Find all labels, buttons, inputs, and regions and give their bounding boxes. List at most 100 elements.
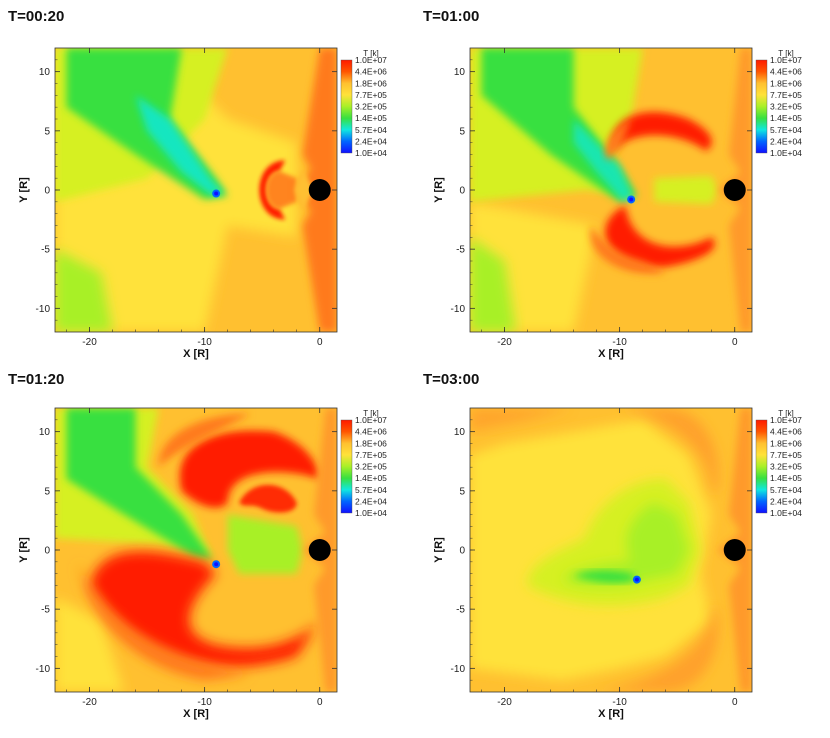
y-axis-label: Y [R]: [433, 537, 445, 563]
y-tick-label: 10: [454, 67, 466, 78]
y-tick-label: -10: [36, 664, 51, 675]
colorbar-tick-label: 1.4E+05: [355, 473, 387, 483]
planet-disk: [308, 539, 331, 561]
y-tick-label: 0: [44, 546, 50, 557]
x-tick-label: 0: [317, 337, 323, 348]
colorbar-tick-label: 5.7E+04: [355, 125, 387, 135]
moon-core: [214, 562, 219, 567]
planet-disk: [723, 539, 746, 561]
x-tick-label: -20: [82, 697, 97, 708]
temperature-region: [654, 175, 718, 205]
planet-disk: [723, 179, 746, 201]
y-tick-label: 10: [454, 427, 466, 438]
panel-1: T=00:20 -20 -10 0 -10 -5 0 5 10 X [R] Y [R] T [k] 1…: [0, 0, 415, 369]
colorbar-tick-label: 1.8E+06: [770, 438, 802, 448]
temperature-region: [604, 119, 632, 161]
heatmap-plot: -20 -10 0 -10 -5 0 5 10 X [R] Y [R] T [k]1.0E+07 4.…: [18, 47, 387, 360]
colorbar-tick-label: 2.4E+04: [770, 496, 802, 506]
temperature-region: [135, 95, 225, 195]
y-tick-label: -10: [36, 304, 51, 315]
panel-title: T=01:20: [8, 371, 65, 388]
panel-title: T=03:00: [423, 371, 480, 388]
heatmap-field: [470, 408, 752, 692]
colorbar-tick-label: 7.7E+05: [770, 90, 802, 100]
colorbar-tick-label: 7.7E+05: [770, 450, 802, 460]
colorbar-tick-label: 3.2E+05: [355, 102, 387, 112]
colorbar-tick-label: 4.4E+06: [770, 67, 802, 77]
colorbar-tick-label: 1.0E+07: [770, 415, 802, 425]
x-tick-label: -20: [497, 337, 512, 348]
temperature-region: [227, 514, 303, 574]
x-tick-label: 0: [317, 697, 323, 708]
x-tick-label: -10: [197, 337, 212, 348]
panel-2: T=01:00 -20 -10 0 -10 -5 0 5 10 X [R] Y [R] T [k] 1…: [415, 0, 830, 369]
colorbar: [340, 419, 353, 514]
temperature-region: [78, 561, 251, 681]
colorbar-tick-label: 2.4E+04: [770, 136, 802, 146]
temperature-region: [89, 551, 320, 668]
colorbar-tick-label: 3.2E+05: [355, 462, 387, 472]
colorbar-tick-label: 7.7E+05: [355, 90, 387, 100]
colorbar-tick-label: 1.8E+06: [770, 78, 802, 88]
colorbar-title: T [k]: [363, 409, 378, 418]
x-tick-label: -10: [612, 697, 627, 708]
temperature-region: [239, 484, 297, 513]
temperature-region: [55, 249, 113, 332]
panel-title: T=01:00: [423, 8, 480, 25]
temperature-region: [573, 119, 634, 202]
y-tick-label: 0: [459, 546, 465, 557]
temperature-region: [266, 171, 297, 209]
temperature-region: [470, 237, 516, 332]
colorbar-title: T [k]: [363, 49, 378, 58]
x-tick-label: -10: [197, 697, 212, 708]
colorbar-tick-label: 1.0E+04: [770, 508, 802, 518]
colorbar-tick-label: 2.4E+04: [355, 496, 387, 506]
colorbar-title: T [k]: [778, 409, 793, 418]
heatmap-field: [55, 48, 337, 332]
temperature-region: [613, 111, 712, 151]
colorbar-tick-label: 1.8E+06: [355, 78, 387, 88]
colorbar-tick-label: 1.8E+06: [355, 438, 387, 448]
temperature-region: [596, 609, 719, 692]
temperature-region: [573, 570, 637, 583]
temperature-region: [259, 160, 286, 220]
temperature-region: [562, 502, 689, 587]
colorbar-tick-label: 1.0E+07: [355, 55, 387, 65]
y-tick-label: 5: [44, 126, 50, 137]
temperature-region: [605, 205, 715, 268]
y-tick-label: 0: [44, 186, 50, 197]
colorbar-tick-label: 7.7E+05: [355, 450, 387, 460]
x-axis-label: X [R]: [183, 708, 209, 720]
heatmap-field: [470, 48, 752, 332]
temperature-region: [294, 168, 314, 212]
x-axis-label: X [R]: [183, 348, 209, 360]
colorbar-tick-label: 1.0E+07: [355, 415, 387, 425]
planet-disk: [308, 179, 331, 201]
panel-4: T=03:00 -20 -10 0 -10 -5 0 5 10 X [R] Y [R] T [k] 1…: [415, 369, 830, 738]
y-tick-label: -10: [451, 664, 466, 675]
colorbar-tick-label: 2.4E+04: [355, 136, 387, 146]
panel-title: T=00:20: [8, 8, 65, 25]
colorbar-tick-label: 3.2E+05: [770, 462, 802, 472]
y-tick-label: -5: [41, 245, 50, 256]
colorbar-tick-label: 1.4E+05: [770, 473, 802, 483]
x-tick-label: -10: [612, 337, 627, 348]
colorbar-tick-label: 4.4E+06: [355, 67, 387, 77]
colorbar-tick-label: 4.4E+06: [355, 427, 387, 437]
colorbar-tick-label: 5.7E+04: [770, 125, 802, 135]
y-axis-label: Y [R]: [18, 537, 30, 563]
x-tick-label: -20: [497, 697, 512, 708]
x-tick-label: 0: [732, 697, 738, 708]
colorbar-tick-label: 1.0E+07: [770, 55, 802, 65]
y-axis-label: Y [R]: [433, 177, 445, 203]
temperature-region: [179, 430, 320, 508]
colorbar-tick-label: 1.0E+04: [355, 508, 387, 518]
y-tick-label: 10: [39, 427, 51, 438]
colorbar-title: T [k]: [778, 49, 793, 58]
colorbar-tick-label: 1.4E+05: [770, 113, 802, 123]
y-tick-label: 5: [459, 126, 465, 137]
x-axis-label: X [R]: [598, 348, 624, 360]
temperature-region: [55, 597, 125, 692]
moon-core: [634, 577, 639, 582]
colorbar: [755, 59, 768, 154]
